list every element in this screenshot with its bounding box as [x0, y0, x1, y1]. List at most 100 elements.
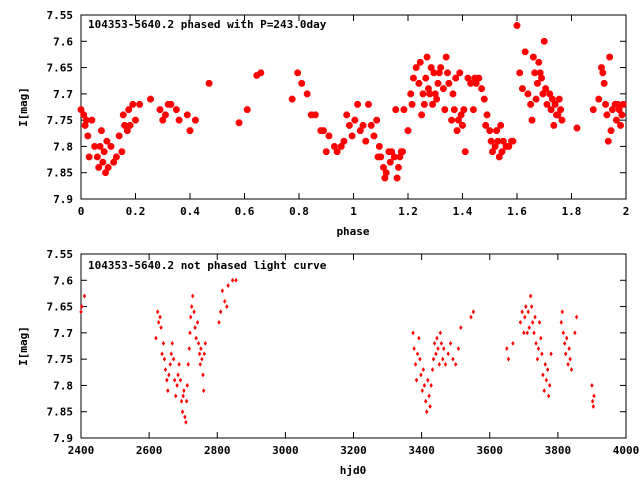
- light-curve-data-point: [79, 309, 83, 315]
- phased-data-point: [123, 127, 131, 135]
- phased-data-point: [99, 158, 107, 166]
- light-curve-data-point: [549, 351, 553, 357]
- phased-data-point: [298, 79, 306, 87]
- phased-data-point: [407, 90, 415, 98]
- light-curve-data-point: [568, 356, 572, 362]
- light-curve-data-point: [182, 388, 186, 394]
- light-curve-data-point: [534, 340, 538, 346]
- light-curve-y-tick-label: 7.85: [47, 406, 74, 419]
- light-curve-data-point: [412, 346, 416, 352]
- light-curve-data-point: [192, 309, 196, 315]
- light-curve-data-point: [177, 362, 181, 367]
- phased-data-point: [333, 148, 341, 156]
- phased-data-point: [505, 143, 513, 150]
- light-curve-data-point: [167, 372, 171, 378]
- phased-data-point: [88, 116, 96, 124]
- light-curve-data-point: [187, 346, 191, 352]
- phased-chart: 0 0.2 0.4 0.6 0.8 1 1.2 1.4 1.6 1.8 2 7.55 7.6 7.65 7.…: [17, 9, 629, 238]
- phased-data-point: [373, 116, 381, 124]
- phased-data-point: [532, 95, 540, 103]
- phased-data-point: [542, 85, 549, 92]
- light-curve-data-point: [217, 319, 221, 325]
- light-curve-data-point: [170, 340, 174, 346]
- phased-data-point: [392, 106, 400, 113]
- phased-data-point: [399, 148, 406, 156]
- light-curve-data-point: [543, 362, 547, 367]
- light-curve-data-point: [162, 356, 167, 362]
- light-curve-data-point: [156, 319, 161, 325]
- light-curve-data-point: [422, 383, 427, 388]
- light-curve-data-point: [199, 346, 203, 352]
- phased-data-point: [183, 111, 191, 119]
- light-curve-y-tick-label: 7.8: [53, 379, 73, 392]
- phased-data-point: [618, 111, 626, 119]
- phased-data-point: [498, 148, 506, 156]
- phased-y-tick-label: 7.75: [47, 114, 74, 127]
- light-curve-data-point: [439, 340, 444, 346]
- light-curve-data-point: [168, 362, 172, 367]
- phased-data-point: [243, 106, 251, 113]
- phased-data-point: [85, 153, 93, 161]
- phased-data-point: [493, 127, 500, 135]
- phased-data-point: [167, 101, 175, 108]
- phased-data-point: [437, 64, 445, 71]
- light-curve-y-tick-label: 7.55: [47, 248, 74, 261]
- phased-data-point: [354, 101, 361, 108]
- light-curve-data-point: [184, 398, 189, 404]
- light-curve-data-point: [548, 383, 552, 388]
- phased-data-point: [110, 158, 118, 166]
- phased-data-point: [589, 106, 597, 113]
- light-curve-data-point: [178, 377, 183, 383]
- phased-y-tick-label: 7.6: [53, 35, 73, 48]
- light-curve-data-point: [574, 314, 579, 320]
- light-curve-y-axis-label: I[mag]: [17, 326, 30, 366]
- light-curve-data-point: [430, 367, 435, 373]
- light-curve-data-point: [532, 330, 536, 336]
- phased-data-point: [470, 106, 477, 113]
- phased-data-point: [186, 127, 194, 135]
- light-curve-data-point: [418, 356, 422, 362]
- light-curve-data-point: [427, 393, 431, 399]
- phased-data-point: [81, 122, 89, 129]
- phased-data-point: [311, 111, 319, 119]
- light-curve-x-tick-label: 3000: [272, 444, 299, 457]
- phased-data-point: [482, 122, 490, 129]
- phased-data-point: [391, 153, 398, 161]
- phased-data-point: [554, 111, 562, 119]
- light-curve-data-point: [564, 351, 568, 357]
- phased-data-point: [613, 116, 620, 124]
- phased-data-point: [348, 132, 356, 140]
- light-curve-data-point: [431, 356, 436, 362]
- phased-data-point: [147, 95, 154, 103]
- light-curve-data-point: [506, 356, 511, 362]
- light-curve-data-point: [533, 314, 537, 320]
- phased-data-point: [600, 79, 608, 87]
- light-curve-data-point: [201, 372, 205, 378]
- phased-data-point: [524, 90, 532, 98]
- light-curve-data-point: [567, 346, 571, 352]
- light-curve-data-point: [523, 314, 527, 320]
- light-curve-data-point: [530, 319, 535, 325]
- light-curve-data-point: [471, 309, 476, 315]
- light-curve-data-point: [226, 283, 230, 288]
- light-curve-y-tick-label: 7.9: [53, 432, 73, 445]
- phased-data-point: [497, 122, 505, 129]
- phased-data-point: [175, 116, 183, 124]
- light-curve-y-tick-label: 7.75: [47, 353, 74, 366]
- phased-data-point: [475, 74, 483, 82]
- phased-data-point: [100, 148, 108, 156]
- light-curve-data-point: [161, 340, 166, 346]
- phased-data-point: [450, 106, 458, 113]
- phased-data-point: [435, 69, 443, 77]
- light-curve-data-point: [429, 383, 433, 388]
- light-curve-data-point: [529, 304, 534, 309]
- phased-data-point: [362, 137, 370, 145]
- light-curve-data-point: [436, 346, 440, 352]
- light-curve-x-tick-label: 2800: [204, 444, 231, 457]
- light-curve-data-point: [184, 419, 188, 425]
- phased-data-point: [205, 79, 213, 87]
- light-curve-data-point: [505, 346, 509, 352]
- phased-data-point: [445, 79, 453, 87]
- light-curve-data-point: [527, 325, 531, 330]
- light-curve-data-point: [218, 309, 223, 315]
